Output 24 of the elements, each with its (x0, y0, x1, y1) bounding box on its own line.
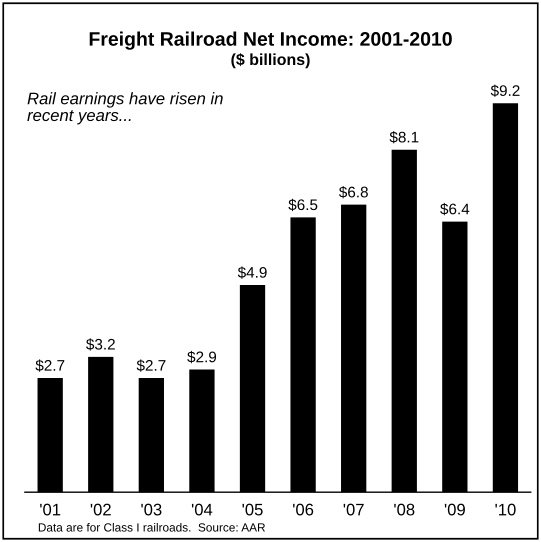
x-tick-label: '09 (444, 504, 465, 516)
chart-title: Freight Railroad Net Income: 2001-2010 (90, 32, 452, 50)
text: Data are for Class I railroads. Source: AAR (38, 522, 265, 532)
x-tick-label: '10 (495, 504, 516, 516)
data-label: $9.2 (490, 84, 520, 97)
x-tick-label: '08 (394, 504, 414, 516)
x-tick-label: '01 (40, 504, 60, 516)
data-label: $2.7 (136, 359, 166, 372)
x-tick-label: '07 (344, 504, 364, 516)
chart-subtitle: ($ billions) (231, 53, 310, 68)
data-label: $4.9 (238, 266, 267, 279)
data-label: $2.7 (35, 359, 64, 372)
data-label: $2.9 (187, 350, 216, 364)
data-label: $3.2 (86, 338, 115, 351)
annotation: Rail earnings have risen in recent years... (27, 92, 223, 124)
x-tick-label: '06 (293, 504, 314, 516)
data-label: $8.1 (390, 131, 418, 144)
x-tick-label: '05 (242, 504, 263, 516)
x-tick-label: '03 (141, 504, 162, 516)
data-label: $6.8 (338, 186, 368, 198)
x-tick-label: '04 (192, 504, 212, 516)
data-label: $6.4 (440, 202, 470, 216)
data-label: $6.5 (288, 198, 318, 212)
x-tick-label: '02 (90, 504, 111, 516)
